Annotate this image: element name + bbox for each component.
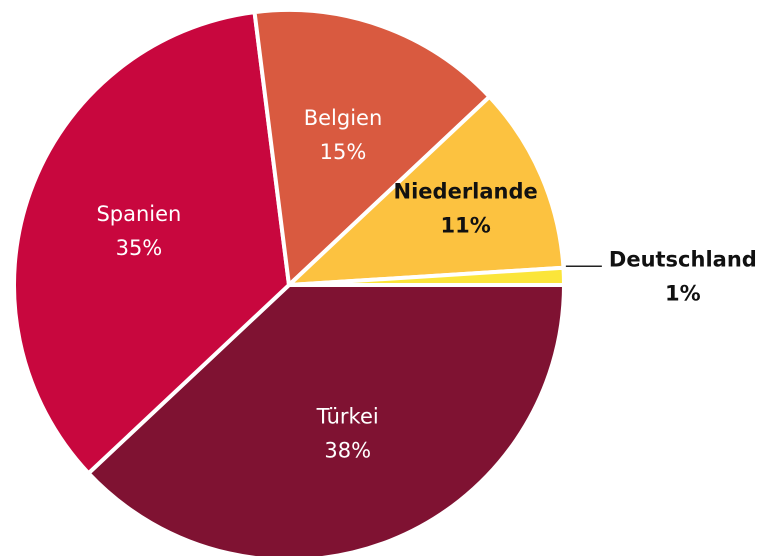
slice-value: 38% [324,438,371,462]
slice-label: Deutschland [609,247,757,271]
slice-label: Belgien [304,106,383,130]
pie-slice [287,94,566,287]
pie-slice [252,8,492,287]
pie-slice [86,283,566,556]
pie-slice [287,265,566,287]
slice-value: 1% [665,281,701,305]
slice-label: Spanien [96,202,181,226]
slice-label: Türkei [316,404,379,428]
pie-slice [12,10,291,476]
slice-label: Niederlande [394,180,538,204]
slice-value: 15% [320,140,367,164]
slice-value: 11% [441,214,491,238]
slice-value: 35% [116,236,163,260]
